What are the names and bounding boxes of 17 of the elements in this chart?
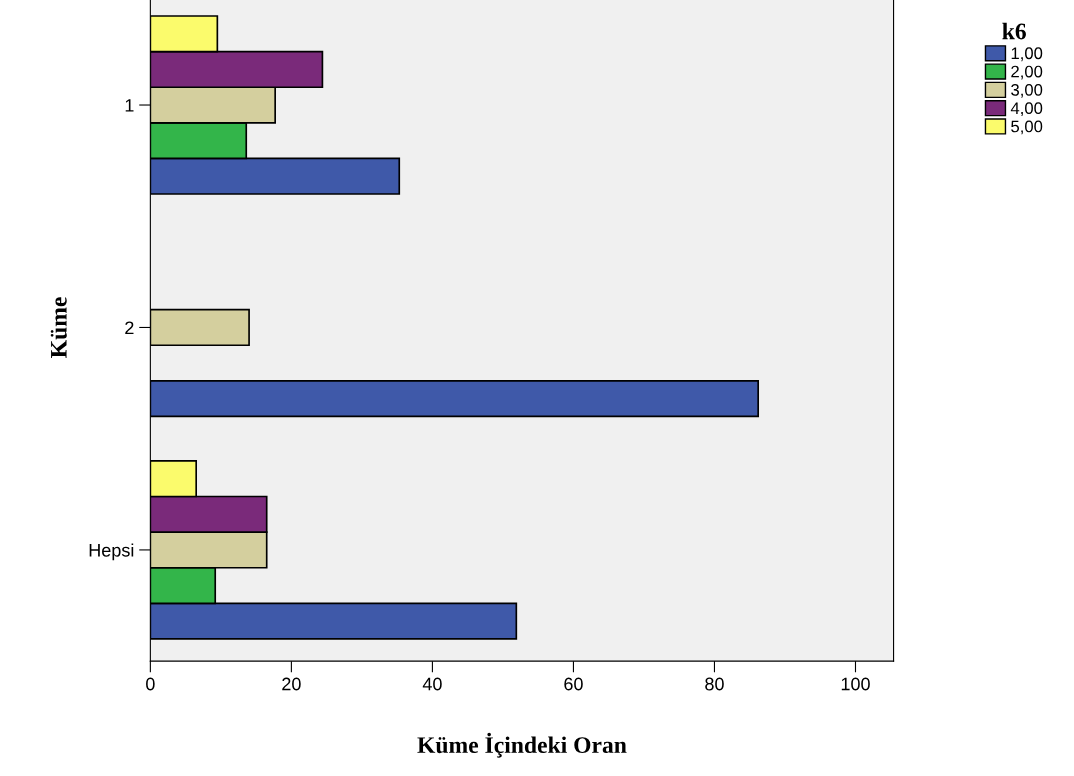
x-tick-label: 80	[705, 677, 724, 691]
y-tick-label: 2	[125, 321, 134, 335]
x-tick-label: 100	[841, 677, 870, 691]
legend-label: 1,00	[1011, 47, 1043, 62]
x-tick-label: 20	[282, 677, 301, 691]
y-tick-label: Hepsi	[89, 543, 134, 561]
legend-label: 3,00	[1011, 83, 1043, 98]
x-tick-label: 60	[564, 677, 583, 691]
y-axis-title: Küme	[50, 297, 67, 358]
legend-label: 4,00	[1010, 102, 1043, 117]
legend-label: 5,00	[1011, 120, 1043, 135]
x-axis-title: Küme İçindeki Oran	[417, 732, 627, 758]
y-tick-label: 1	[125, 99, 134, 112]
x-tick-label: 0	[146, 677, 155, 691]
legend-title: k6	[1002, 22, 1026, 40]
x-tick-label: 40	[422, 677, 442, 691]
legend-label: 2,00	[1011, 65, 1043, 80]
